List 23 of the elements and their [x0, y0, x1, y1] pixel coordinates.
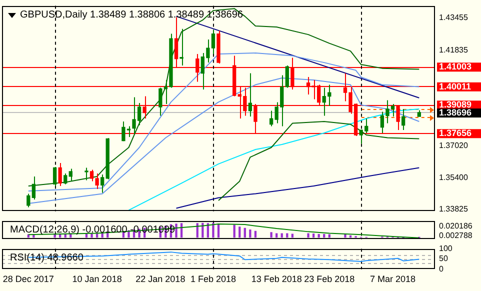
chart-title: GBPUSD,Daily 1.38489 1.38806 1.38489 1.38696 — [20, 10, 244, 21]
ref-line-label: 1.40011 — [439, 81, 472, 92]
x-tick-label: 13 Feb 2018 — [251, 274, 302, 284]
x-tick-label: 10 Jan 2018 — [72, 274, 122, 284]
ref-line-label: 1.41003 — [439, 62, 472, 72]
y-tick-label: 1.33825 — [439, 204, 468, 214]
y-tick-label: 1.43455 — [439, 13, 468, 22]
y-tick-label: 1.35400 — [439, 173, 468, 182]
x-tick-label: 22 Jan 2018 — [136, 274, 186, 284]
y-tick-label: 1.37020 — [439, 140, 468, 150]
y-tick-label: 100 — [439, 244, 453, 254]
y-tick-label: 0.020186 — [439, 221, 473, 230]
y-tick-label: 0.002788 — [439, 230, 473, 240]
ref-line-label: 1.37656 — [439, 128, 472, 138]
y-tick-label: 0 — [439, 264, 444, 274]
x-tick-label: 28 Dec 2017 — [2, 274, 54, 284]
y-tick-label: 50 — [439, 254, 448, 264]
ref-line-label: 1.38696 — [439, 107, 472, 118]
ref-line-label: 1.39089 — [439, 100, 472, 110]
x-tick-label: 1 Feb 2018 — [190, 274, 236, 284]
y-tick-label: 1.41835 — [439, 45, 468, 54]
x-tick-label: 7 Mar 2018 — [370, 274, 416, 284]
x-tick-label: 23 Feb 2018 — [304, 274, 355, 284]
